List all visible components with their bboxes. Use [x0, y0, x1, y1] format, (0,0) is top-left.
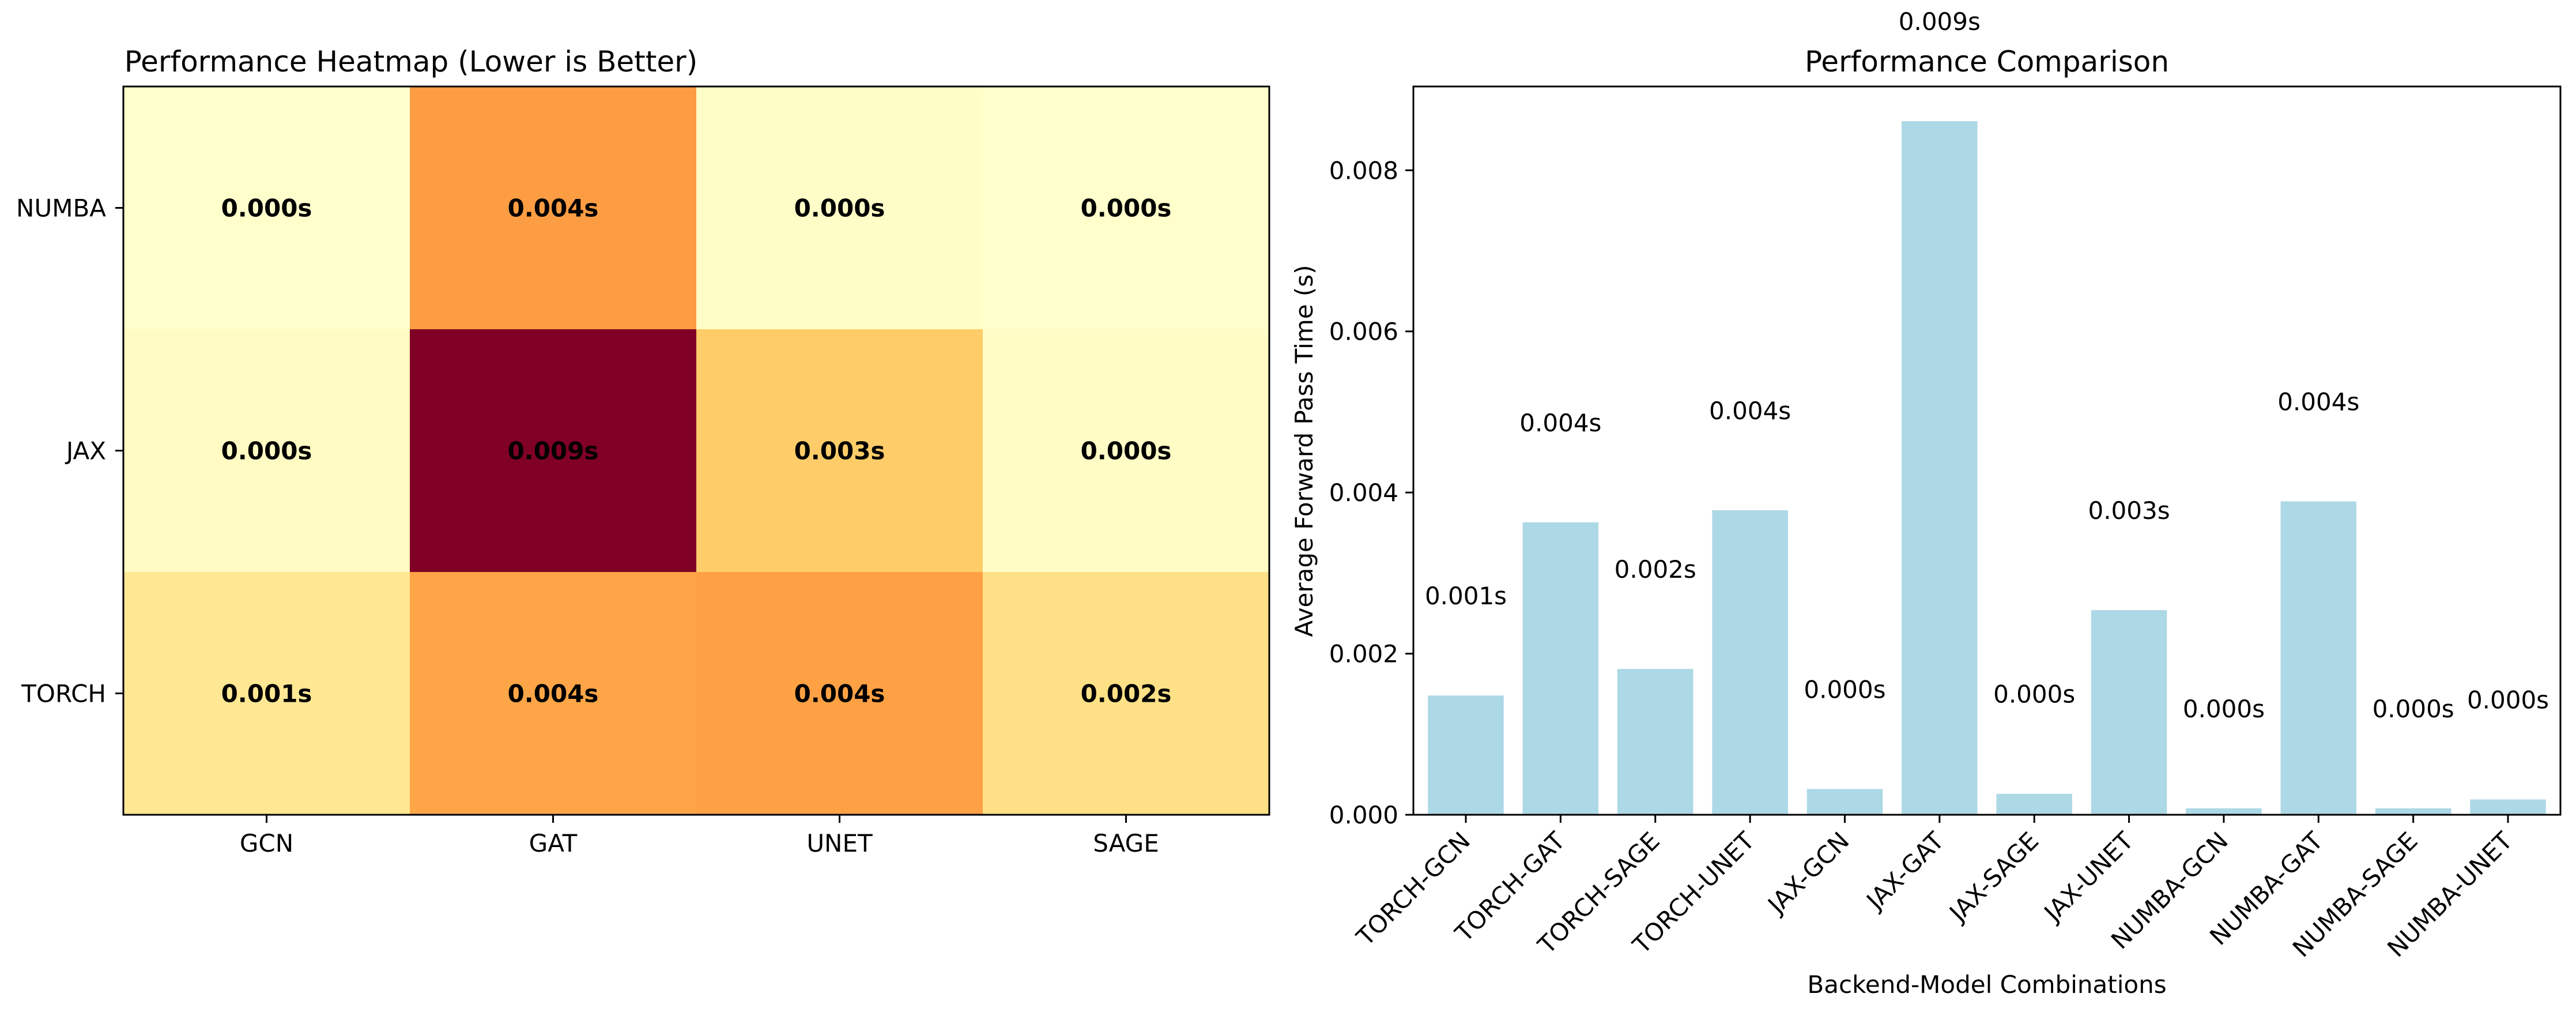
bar-y-tick-label: 0.000: [1329, 801, 1398, 829]
bar-data-label: 0.009s: [1899, 7, 1981, 36]
bar: [2375, 808, 2451, 815]
bar-y-tick-label: 0.004: [1329, 479, 1398, 507]
heatmap-cell: [410, 86, 697, 330]
bar-y-tick-label: 0.002: [1329, 640, 1398, 668]
heatmap-cell: [696, 329, 983, 573]
heatmap-cell-label: 0.002s: [1081, 680, 1172, 708]
heatmap-cell: [696, 572, 983, 815]
bar-data-labels: 0.001s 0.004s 0.002s 0.004s 0.000s 0.009s 0.00…: [1425, 7, 2549, 723]
bar-series: [1428, 121, 2546, 815]
heatmap-cell-label: 0.004s: [508, 680, 599, 708]
bar-data-label: 0.004s: [1709, 397, 1791, 425]
bar: [1617, 669, 1694, 815]
bar-data-label: 0.000s: [2467, 686, 2549, 714]
heatmap-y-ticks: NUMBA JAX TORCH: [16, 194, 123, 708]
heatmap-panel: Performance Heatmap (Lower is Better) 0.…: [16, 45, 1270, 857]
bar: [1522, 522, 1599, 815]
bar-y-ticks: 0.000 0.002 0.004 0.006 0.008: [1329, 156, 1413, 829]
bar: [1902, 121, 1978, 815]
heatmap-x-ticks: GCN GAT UNET SAGE: [240, 815, 1159, 857]
heatmap-cell: [696, 86, 983, 330]
bar: [1806, 789, 1883, 815]
heatmap-y-tick-label: TORCH: [21, 680, 106, 708]
heatmap-cell: [983, 572, 1270, 815]
heatmap-frame: [122, 85, 1270, 816]
bar-y-tick-label: 0.008: [1329, 156, 1398, 185]
heatmap-cell-label: 0.004s: [794, 680, 885, 708]
bar-data-label: 0.000s: [2183, 695, 2265, 723]
bar: [1428, 695, 1504, 815]
heatmap-cell-label: 0.003s: [794, 437, 885, 465]
bar-plot-frame: [1412, 85, 2562, 816]
bar-data-label: 0.002s: [1615, 555, 1696, 584]
heatmap-x-tick-label: GAT: [529, 829, 578, 857]
bar-data-label: 0.000s: [1804, 675, 1885, 703]
bar-y-axis-label: Average Forward Pass Time (s): [1290, 265, 1318, 637]
heatmap-cell-label: 0.000s: [794, 194, 885, 223]
heatmap-cell: [983, 86, 1270, 330]
heatmap-x-tick-label: UNET: [806, 829, 873, 857]
bar-data-label: 0.004s: [2277, 388, 2359, 416]
bar: [2280, 501, 2357, 815]
heatmap-cell-label: 0.004s: [508, 194, 599, 223]
heatmap-cell-label: 0.000s: [221, 194, 312, 223]
bar-chart-title: Performance Comparison: [1805, 45, 2169, 78]
bar-data-label: 0.000s: [1993, 680, 2075, 709]
heatmap-title: Performance Heatmap (Lower is Better): [125, 45, 697, 78]
heatmap-cell: [983, 329, 1270, 573]
heatmap-y-tick-label: JAX: [65, 437, 106, 465]
heatmap-cell: [123, 572, 410, 815]
bar-data-label: 0.001s: [1425, 582, 1507, 610]
heatmap-cell-label: 0.009s: [508, 437, 599, 465]
heatmap-cell-label: 0.001s: [221, 680, 312, 708]
heatmap-cell-labels: 0.000s 0.004s 0.000s 0.000s 0.000s 0.009s 0.00…: [221, 194, 1172, 708]
bar-data-label: 0.003s: [2088, 496, 2170, 525]
bar-data-label: 0.004s: [1519, 409, 1601, 437]
heatmap-x-tick-label: GCN: [240, 829, 293, 857]
bar-data-label: 0.000s: [2373, 695, 2454, 723]
heatmap-cell: [123, 86, 410, 330]
heatmap-cell: [123, 329, 410, 573]
bar: [2186, 808, 2262, 815]
bar: [1712, 510, 1788, 815]
heatmap-cells: [123, 86, 1270, 815]
heatmap-cell: [410, 329, 697, 573]
bar: [1996, 793, 2072, 815]
bar-x-axis-label: Backend-Model Combinations: [1807, 970, 2166, 999]
heatmap-x-tick-label: SAGE: [1093, 829, 1159, 857]
bar-y-tick-label: 0.006: [1329, 318, 1398, 346]
bar: [2470, 799, 2546, 815]
heatmap-y-tick-label: NUMBA: [16, 194, 106, 223]
bar: [2091, 610, 2167, 815]
heatmap-cell: [410, 572, 697, 815]
heatmap-cell-label: 0.000s: [221, 437, 312, 465]
heatmap-cell-label: 0.000s: [1081, 437, 1172, 465]
heatmap-cell-label: 0.000s: [1081, 194, 1172, 223]
